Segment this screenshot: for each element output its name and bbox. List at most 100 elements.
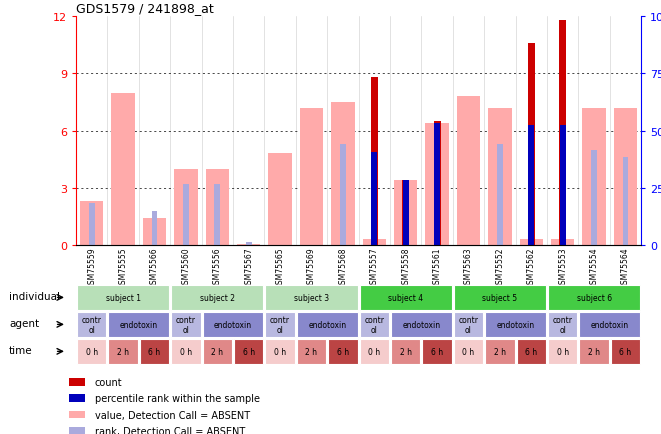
Text: GSM75568: GSM75568 [338,247,348,289]
Bar [422,339,452,364]
Bar [371,152,377,245]
Text: time: time [9,345,33,355]
Text: 2 h: 2 h [494,347,506,356]
Bar [268,154,292,245]
Text: value, Detection Call = ABSENT: value, Detection Call = ABSENT [95,410,250,420]
Text: 0 h: 0 h [180,347,192,356]
Text: endotoxin: endotoxin [591,320,629,329]
Text: contr
ol: contr ol [553,315,572,334]
Text: 2 h: 2 h [117,347,129,356]
Text: endotoxin: endotoxin [214,320,252,329]
Bar [77,285,169,310]
Bar [77,312,106,337]
Bar [485,312,546,337]
Text: subject 2: subject 2 [200,293,235,302]
Text: 0 h: 0 h [557,347,568,356]
Text: GSM75567: GSM75567 [244,247,253,289]
Bar [560,125,566,245]
Bar [611,339,641,364]
Bar [457,97,481,245]
Text: subject 5: subject 5 [483,293,518,302]
Text: endotoxin: endotoxin [308,320,346,329]
Bar [403,181,409,245]
Bar [613,108,637,245]
Bar [371,78,377,245]
Bar [360,285,452,310]
Bar [299,108,323,245]
Text: 2 h: 2 h [212,347,223,356]
Bar [80,201,104,245]
Bar [206,169,229,245]
Text: subject 1: subject 1 [106,293,141,302]
Text: 6 h: 6 h [337,347,349,356]
Text: individual: individual [9,291,60,301]
Bar [548,285,641,310]
Bar [453,285,546,310]
Text: GSM75560: GSM75560 [181,247,190,289]
Text: 6 h: 6 h [431,347,443,356]
Text: 0 h: 0 h [274,347,286,356]
Bar [297,312,358,337]
Text: percentile rank within the sample: percentile rank within the sample [95,394,260,404]
Text: endotoxin: endotoxin [403,320,440,329]
Bar [202,312,264,337]
Bar [69,427,85,434]
Bar [582,108,606,245]
Bar [214,184,220,245]
Bar [548,339,578,364]
Bar [497,145,503,245]
Text: GSM75552: GSM75552 [495,247,504,289]
Bar [328,339,358,364]
Bar [551,240,574,245]
Text: contr
ol: contr ol [176,315,196,334]
Text: GSM75564: GSM75564 [621,247,630,289]
Text: GSM75569: GSM75569 [307,247,316,289]
Bar [108,339,138,364]
Bar [171,339,201,364]
Text: contr
ol: contr ol [459,315,479,334]
Text: 6 h: 6 h [243,347,254,356]
Text: subject 4: subject 4 [388,293,423,302]
Bar [108,312,169,337]
Bar [111,93,135,245]
Bar [360,339,389,364]
Bar [69,411,85,418]
Text: GSM75553: GSM75553 [558,247,567,289]
Text: GSM75561: GSM75561 [432,247,442,289]
Bar [183,184,189,245]
Text: 2 h: 2 h [305,347,317,356]
Text: GSM75565: GSM75565 [276,247,285,289]
Bar [403,181,408,245]
Bar [579,339,609,364]
Bar [151,211,157,245]
Bar [265,285,358,310]
Bar [69,395,85,402]
Text: GSM75563: GSM75563 [464,247,473,289]
Text: count: count [95,377,122,387]
Bar [143,219,167,245]
Text: 2 h: 2 h [400,347,412,356]
Bar [485,339,515,364]
Bar [331,103,355,245]
Text: GSM75559: GSM75559 [87,247,97,289]
Bar [591,150,597,245]
Bar [171,312,201,337]
Bar [453,312,483,337]
Text: 2 h: 2 h [588,347,600,356]
Text: contr
ol: contr ol [364,315,384,334]
Bar [548,312,578,337]
Text: GSM75556: GSM75556 [213,247,222,289]
Text: GSM75554: GSM75554 [590,247,599,289]
Text: agent: agent [9,318,39,328]
Bar [516,339,546,364]
Bar [234,339,264,364]
Text: 6 h: 6 h [525,347,537,356]
Bar [623,158,629,245]
Bar [265,312,295,337]
Bar [394,181,418,245]
Bar [360,312,389,337]
Bar [528,44,535,245]
Text: endotoxin: endotoxin [496,320,535,329]
Bar [265,339,295,364]
Bar [171,285,264,310]
